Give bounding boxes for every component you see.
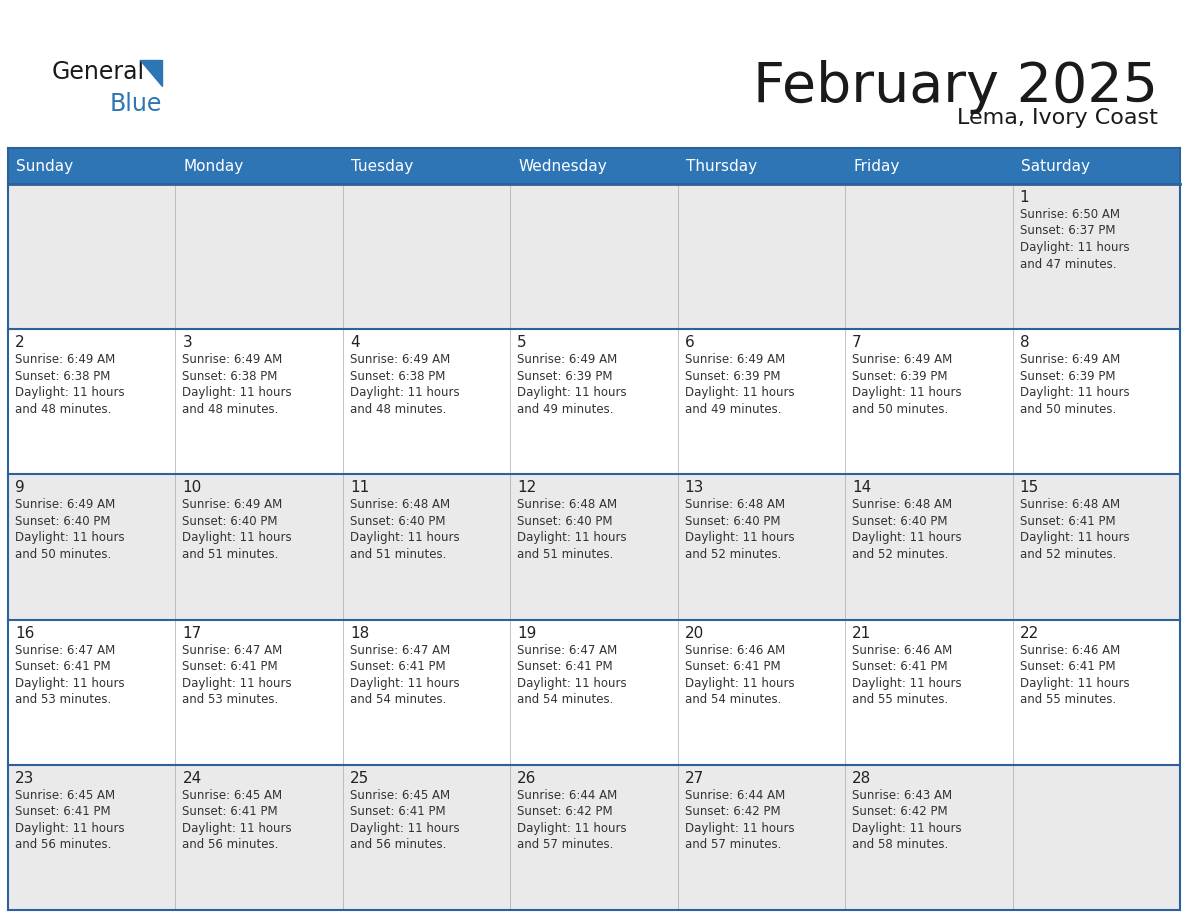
Bar bbox=[8, 475, 1180, 620]
Text: 16: 16 bbox=[15, 625, 34, 641]
Bar bbox=[8, 620, 1180, 765]
Text: Sunrise: 6:49 AM
Sunset: 6:38 PM
Daylight: 11 hours
and 48 minutes.: Sunrise: 6:49 AM Sunset: 6:38 PM Dayligh… bbox=[15, 353, 125, 416]
Text: Sunrise: 6:48 AM
Sunset: 6:40 PM
Daylight: 11 hours
and 51 minutes.: Sunrise: 6:48 AM Sunset: 6:40 PM Dayligh… bbox=[517, 498, 627, 561]
Text: Blue: Blue bbox=[110, 92, 163, 116]
Text: 20: 20 bbox=[684, 625, 704, 641]
Text: 8: 8 bbox=[1019, 335, 1029, 350]
Bar bbox=[176, 148, 343, 184]
Text: Lema, Ivory Coast: Lema, Ivory Coast bbox=[958, 108, 1158, 128]
Text: 23: 23 bbox=[15, 771, 34, 786]
Text: Sunrise: 6:49 AM
Sunset: 6:39 PM
Daylight: 11 hours
and 50 minutes.: Sunrise: 6:49 AM Sunset: 6:39 PM Dayligh… bbox=[852, 353, 962, 416]
Text: 24: 24 bbox=[183, 771, 202, 786]
Text: Sunrise: 6:46 AM
Sunset: 6:41 PM
Daylight: 11 hours
and 55 minutes.: Sunrise: 6:46 AM Sunset: 6:41 PM Dayligh… bbox=[1019, 644, 1130, 706]
Text: 19: 19 bbox=[517, 625, 537, 641]
Text: 15: 15 bbox=[1019, 480, 1038, 496]
Text: Sunrise: 6:43 AM
Sunset: 6:42 PM
Daylight: 11 hours
and 58 minutes.: Sunrise: 6:43 AM Sunset: 6:42 PM Dayligh… bbox=[852, 789, 962, 851]
Text: 27: 27 bbox=[684, 771, 704, 786]
Text: 11: 11 bbox=[349, 480, 369, 496]
Text: 10: 10 bbox=[183, 480, 202, 496]
Text: 13: 13 bbox=[684, 480, 704, 496]
Text: 9: 9 bbox=[15, 480, 25, 496]
Text: 12: 12 bbox=[517, 480, 537, 496]
Bar bbox=[8, 765, 1180, 910]
Text: Sunrise: 6:45 AM
Sunset: 6:41 PM
Daylight: 11 hours
and 56 minutes.: Sunrise: 6:45 AM Sunset: 6:41 PM Dayligh… bbox=[349, 789, 460, 851]
Text: Sunrise: 6:44 AM
Sunset: 6:42 PM
Daylight: 11 hours
and 57 minutes.: Sunrise: 6:44 AM Sunset: 6:42 PM Dayligh… bbox=[684, 789, 795, 851]
Text: Sunrise: 6:47 AM
Sunset: 6:41 PM
Daylight: 11 hours
and 54 minutes.: Sunrise: 6:47 AM Sunset: 6:41 PM Dayligh… bbox=[517, 644, 627, 706]
Text: Monday: Monday bbox=[183, 159, 244, 174]
Text: Sunrise: 6:49 AM
Sunset: 6:40 PM
Daylight: 11 hours
and 51 minutes.: Sunrise: 6:49 AM Sunset: 6:40 PM Dayligh… bbox=[183, 498, 292, 561]
Text: Sunrise: 6:48 AM
Sunset: 6:41 PM
Daylight: 11 hours
and 52 minutes.: Sunrise: 6:48 AM Sunset: 6:41 PM Dayligh… bbox=[1019, 498, 1130, 561]
Text: Sunrise: 6:47 AM
Sunset: 6:41 PM
Daylight: 11 hours
and 53 minutes.: Sunrise: 6:47 AM Sunset: 6:41 PM Dayligh… bbox=[15, 644, 125, 706]
Text: 2: 2 bbox=[15, 335, 25, 350]
Text: 14: 14 bbox=[852, 480, 871, 496]
Bar bbox=[8, 148, 176, 184]
Text: 28: 28 bbox=[852, 771, 871, 786]
Text: 25: 25 bbox=[349, 771, 369, 786]
Text: Sunrise: 6:48 AM
Sunset: 6:40 PM
Daylight: 11 hours
and 51 minutes.: Sunrise: 6:48 AM Sunset: 6:40 PM Dayligh… bbox=[349, 498, 460, 561]
Text: 17: 17 bbox=[183, 625, 202, 641]
Text: 3: 3 bbox=[183, 335, 192, 350]
Bar bbox=[845, 148, 1012, 184]
Text: Sunrise: 6:44 AM
Sunset: 6:42 PM
Daylight: 11 hours
and 57 minutes.: Sunrise: 6:44 AM Sunset: 6:42 PM Dayligh… bbox=[517, 789, 627, 851]
Text: Friday: Friday bbox=[853, 159, 899, 174]
Text: Sunrise: 6:49 AM
Sunset: 6:38 PM
Daylight: 11 hours
and 48 minutes.: Sunrise: 6:49 AM Sunset: 6:38 PM Dayligh… bbox=[349, 353, 460, 416]
Text: Sunrise: 6:49 AM
Sunset: 6:38 PM
Daylight: 11 hours
and 48 minutes.: Sunrise: 6:49 AM Sunset: 6:38 PM Dayligh… bbox=[183, 353, 292, 416]
Text: 18: 18 bbox=[349, 625, 369, 641]
Text: Saturday: Saturday bbox=[1020, 159, 1089, 174]
Text: 22: 22 bbox=[1019, 625, 1038, 641]
Text: 21: 21 bbox=[852, 625, 871, 641]
Text: Sunrise: 6:47 AM
Sunset: 6:41 PM
Daylight: 11 hours
and 53 minutes.: Sunrise: 6:47 AM Sunset: 6:41 PM Dayligh… bbox=[183, 644, 292, 706]
Text: Sunrise: 6:45 AM
Sunset: 6:41 PM
Daylight: 11 hours
and 56 minutes.: Sunrise: 6:45 AM Sunset: 6:41 PM Dayligh… bbox=[15, 789, 125, 851]
Text: Sunrise: 6:49 AM
Sunset: 6:40 PM
Daylight: 11 hours
and 50 minutes.: Sunrise: 6:49 AM Sunset: 6:40 PM Dayligh… bbox=[15, 498, 125, 561]
Text: Tuesday: Tuesday bbox=[350, 159, 413, 174]
Text: Sunrise: 6:49 AM
Sunset: 6:39 PM
Daylight: 11 hours
and 50 minutes.: Sunrise: 6:49 AM Sunset: 6:39 PM Dayligh… bbox=[1019, 353, 1130, 416]
Bar bbox=[8, 184, 1180, 330]
Text: Sunrise: 6:49 AM
Sunset: 6:39 PM
Daylight: 11 hours
and 49 minutes.: Sunrise: 6:49 AM Sunset: 6:39 PM Dayligh… bbox=[684, 353, 795, 416]
Text: Sunday: Sunday bbox=[15, 159, 74, 174]
Text: Sunrise: 6:45 AM
Sunset: 6:41 PM
Daylight: 11 hours
and 56 minutes.: Sunrise: 6:45 AM Sunset: 6:41 PM Dayligh… bbox=[183, 789, 292, 851]
Text: Sunrise: 6:46 AM
Sunset: 6:41 PM
Daylight: 11 hours
and 54 minutes.: Sunrise: 6:46 AM Sunset: 6:41 PM Dayligh… bbox=[684, 644, 795, 706]
Text: General: General bbox=[52, 60, 145, 84]
Bar bbox=[511, 148, 677, 184]
Bar bbox=[677, 148, 845, 184]
Text: 4: 4 bbox=[349, 335, 360, 350]
Text: 7: 7 bbox=[852, 335, 861, 350]
Text: Sunrise: 6:49 AM
Sunset: 6:39 PM
Daylight: 11 hours
and 49 minutes.: Sunrise: 6:49 AM Sunset: 6:39 PM Dayligh… bbox=[517, 353, 627, 416]
Text: Sunrise: 6:48 AM
Sunset: 6:40 PM
Daylight: 11 hours
and 52 minutes.: Sunrise: 6:48 AM Sunset: 6:40 PM Dayligh… bbox=[684, 498, 795, 561]
Text: Sunrise: 6:50 AM
Sunset: 6:37 PM
Daylight: 11 hours
and 47 minutes.: Sunrise: 6:50 AM Sunset: 6:37 PM Dayligh… bbox=[1019, 208, 1130, 271]
Text: Sunrise: 6:48 AM
Sunset: 6:40 PM
Daylight: 11 hours
and 52 minutes.: Sunrise: 6:48 AM Sunset: 6:40 PM Dayligh… bbox=[852, 498, 962, 561]
Text: 1: 1 bbox=[1019, 190, 1029, 205]
Text: Wednesday: Wednesday bbox=[518, 159, 607, 174]
Text: February 2025: February 2025 bbox=[753, 60, 1158, 114]
Text: Sunrise: 6:46 AM
Sunset: 6:41 PM
Daylight: 11 hours
and 55 minutes.: Sunrise: 6:46 AM Sunset: 6:41 PM Dayligh… bbox=[852, 644, 962, 706]
Text: 5: 5 bbox=[517, 335, 527, 350]
Text: Thursday: Thursday bbox=[685, 159, 757, 174]
Bar bbox=[8, 330, 1180, 475]
Bar bbox=[343, 148, 511, 184]
Bar bbox=[1012, 148, 1180, 184]
Text: 6: 6 bbox=[684, 335, 695, 350]
Polygon shape bbox=[140, 60, 162, 86]
Text: 26: 26 bbox=[517, 771, 537, 786]
Text: Sunrise: 6:47 AM
Sunset: 6:41 PM
Daylight: 11 hours
and 54 minutes.: Sunrise: 6:47 AM Sunset: 6:41 PM Dayligh… bbox=[349, 644, 460, 706]
